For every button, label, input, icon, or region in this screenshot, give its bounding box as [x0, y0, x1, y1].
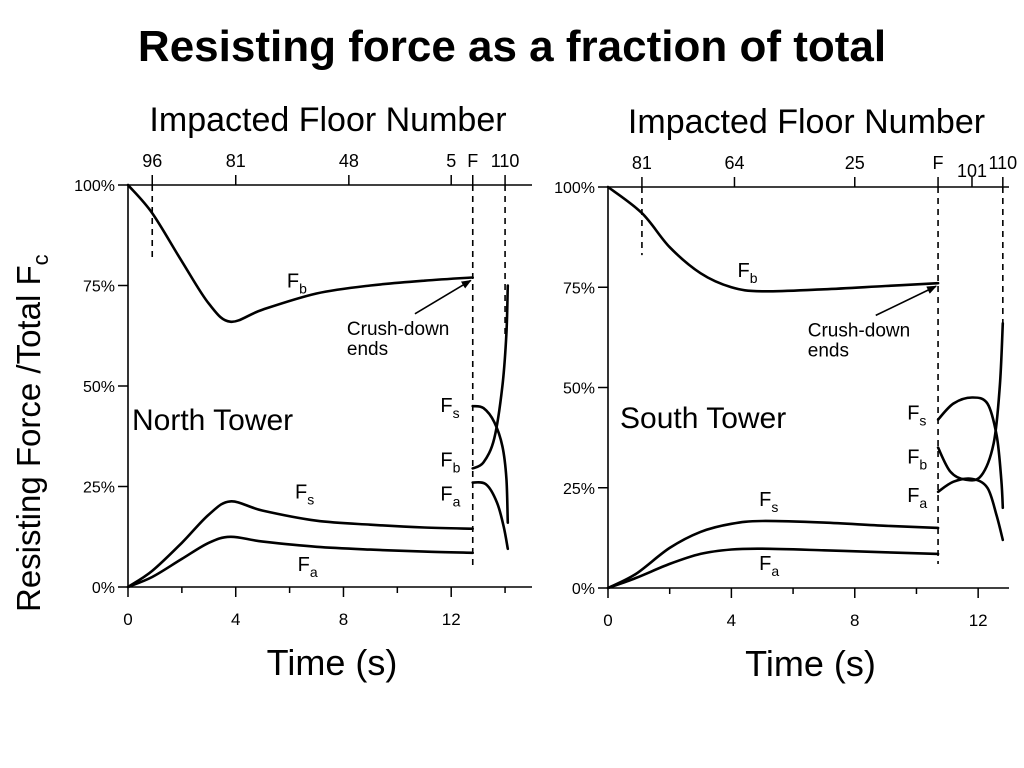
y-tick-label: 100%	[74, 178, 115, 195]
series-label-fs: Fs	[907, 403, 926, 429]
page-title: Resisting force as a fraction of total	[137, 22, 887, 71]
x-tick-label: 12	[969, 611, 988, 630]
top-tick-label: 48	[339, 151, 359, 171]
annotation-arrow	[875, 285, 937, 317]
y-tick-label: 50%	[83, 379, 115, 396]
x-tick-label: 0	[603, 611, 612, 630]
top-tick-label: 25	[845, 153, 865, 173]
panel-label: South Tower	[620, 402, 786, 435]
top-tick-label: 110	[988, 153, 1017, 173]
series-label-fs: Fs	[440, 395, 459, 421]
series-label-fs: Fs	[295, 482, 314, 508]
series-line-fb	[606, 185, 940, 293]
series-label-fb: Fb	[907, 447, 927, 473]
y-tick-label: 75%	[563, 280, 595, 297]
south-tower-panel: 0% 25% 50% 75% 100% 0 4 8 12 Time (s) Impacted Flo…	[554, 103, 1017, 684]
series-line-fa	[936, 477, 1005, 542]
y-tick-label: 75%	[83, 279, 115, 296]
annotation-crush-down: Crush-down	[808, 320, 910, 341]
series-label-fs: Fs	[759, 489, 778, 515]
series-line-fs	[606, 519, 940, 590]
series-label-fa: Fa	[440, 484, 460, 510]
series-label-fa: Fa	[298, 554, 318, 580]
x-tick-label: 8	[339, 610, 348, 629]
top-tick-label: F	[933, 153, 944, 173]
y-tick-label: 0%	[92, 580, 115, 597]
series-label-fb: Fb	[287, 271, 307, 297]
series-line-fb	[936, 322, 1005, 482]
y-tick-label: 25%	[563, 481, 595, 498]
top-tick-label: 101	[957, 161, 987, 181]
y-tick-label: 100%	[554, 180, 595, 197]
y-tick-label: 25%	[83, 480, 115, 497]
panel-label: North Tower	[132, 404, 293, 437]
top-axis-title: Impacted Floor Number	[149, 101, 506, 139]
x-tick-label: 8	[850, 611, 859, 630]
x-tick-label: 4	[727, 611, 736, 630]
top-axis-title: Impacted Floor Number	[628, 103, 985, 141]
series-line-fa	[471, 481, 510, 551]
y-tick-label: 0%	[572, 581, 595, 598]
series-label-fa: Fa	[759, 553, 779, 579]
annotation-arrow	[414, 279, 472, 315]
series-line-fa	[606, 547, 940, 590]
top-tick-label: 5	[446, 151, 456, 171]
series-label-fb: Fb	[738, 260, 758, 286]
annotation-crush-down: Crush-down	[347, 319, 449, 340]
x-tick-label: 12	[442, 610, 461, 629]
series-line-fs	[471, 404, 510, 524]
x-tick-label: 4	[231, 610, 240, 629]
top-tick-label: 96	[142, 151, 162, 171]
top-tick-label: 110	[491, 151, 520, 171]
top-tick-label: 81	[226, 151, 246, 171]
x-axis-title: Time (s)	[745, 643, 876, 684]
series-line-fa	[126, 535, 474, 589]
series-line-fb	[126, 183, 474, 324]
x-tick-label: 0	[123, 610, 132, 629]
annotation-ends: ends	[808, 340, 849, 361]
top-tick-label: 64	[724, 153, 744, 173]
x-axis-title: Time (s)	[267, 642, 398, 683]
top-tick-label: F	[467, 151, 478, 171]
series-line-fs	[936, 396, 1005, 510]
y-tick-label: 50%	[563, 381, 595, 398]
series-line-fb	[471, 284, 510, 470]
y-axis-title: Resisting Force /Total Fc	[10, 254, 53, 612]
series-label-fb: Fb	[440, 449, 460, 475]
series-label-fa: Fa	[907, 485, 927, 511]
series-line-fs	[126, 500, 474, 589]
annotation-ends: ends	[347, 339, 388, 360]
top-tick-label: 81	[632, 153, 652, 173]
